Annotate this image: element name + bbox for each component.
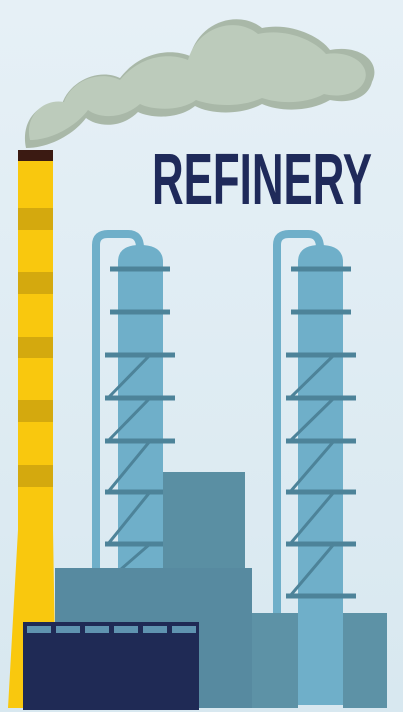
page: {"title": "REFINERY"} REFINERY [0, 0, 403, 712]
title: REFINERY [152, 140, 372, 220]
illustration: REFINERY [0, 0, 403, 712]
building-right-a [252, 613, 298, 708]
navy-block [23, 622, 199, 710]
building-right-b [343, 613, 387, 708]
building-mid [163, 472, 245, 572]
